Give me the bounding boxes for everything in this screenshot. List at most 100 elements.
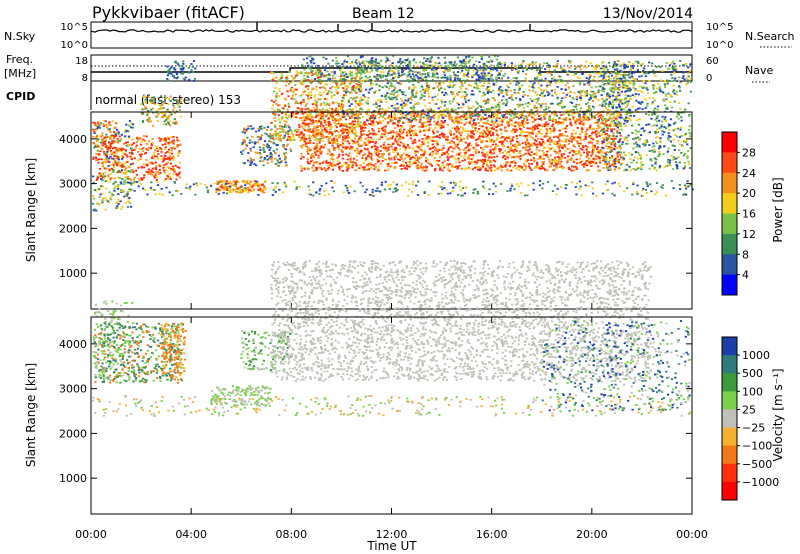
- scatter-cell: [554, 121, 558, 124]
- scatter-cell: [95, 189, 98, 192]
- scatter-cell: [550, 139, 553, 142]
- scatter-cell: [167, 117, 170, 120]
- scatter-cell: [421, 124, 425, 127]
- scatter-cell: [359, 135, 362, 138]
- scatter-cell: [615, 125, 618, 127]
- scatter-cell: [345, 136, 348, 139]
- scatter-cell: [517, 121, 520, 124]
- scatter-cell: [564, 149, 567, 152]
- scatter-cell: [521, 113, 524, 116]
- scatter-cell: [176, 101, 179, 104]
- scatter-cell: [479, 159, 482, 162]
- scatter-cell: [488, 168, 491, 171]
- scatter-cell: [259, 156, 262, 159]
- scatter-cell: [315, 102, 318, 105]
- scatter-cell: [137, 159, 140, 162]
- scatter-cell: [103, 158, 106, 161]
- scatter-cell: [144, 98, 147, 101]
- scatter-cell: [534, 124, 537, 127]
- scatter-cell: [419, 156, 422, 159]
- scatter-cell: [609, 83, 612, 86]
- scatter-cell: [591, 144, 594, 147]
- scatter-cell: [361, 166, 365, 169]
- scatter-cell: [505, 161, 508, 163]
- scatter-cell: [405, 167, 408, 170]
- scatter-cell: [441, 121, 444, 124]
- scatter-cell: [451, 86, 454, 88]
- scatter-cell: [266, 146, 269, 149]
- scatter-cell: [382, 126, 385, 129]
- scatter-cell: [166, 121, 170, 124]
- scatter-cell: [524, 141, 527, 144]
- scatter-cell: [448, 169, 451, 172]
- scatter-cell: [408, 86, 411, 89]
- scatter-cell: [374, 151, 377, 153]
- scatter-cell: [191, 66, 194, 68]
- scatter-cell: [364, 148, 367, 151]
- scatter-cell: [623, 108, 626, 111]
- scatter-cell: [259, 127, 262, 130]
- scatter-cell: [472, 93, 475, 96]
- scatter-cell: [365, 79, 368, 81]
- scatter-cell: [509, 146, 512, 149]
- scatter-cell: [374, 133, 377, 136]
- scatter-cell: [140, 177, 143, 180]
- scatter-cell: [406, 134, 409, 137]
- scatter-cell: [169, 95, 172, 98]
- scatter-cell: [164, 148, 167, 150]
- scatter-cell: [438, 67, 441, 70]
- scatter-cell: [193, 77, 196, 80]
- scatter-cell: [300, 165, 303, 168]
- scatter-cell: [316, 130, 319, 133]
- scatter-cell: [617, 160, 620, 163]
- scatter-cell: [412, 156, 415, 159]
- scatter-cell: [335, 113, 338, 116]
- scatter-cell: [356, 113, 359, 116]
- scatter-cell: [323, 75, 326, 78]
- scatter-cell: [609, 123, 612, 126]
- scatter-cell: [284, 123, 287, 126]
- scatter-cell: [308, 81, 311, 83]
- scatter-cell: [575, 162, 578, 165]
- scatter-cell: [167, 110, 170, 113]
- scatter-cell: [166, 74, 169, 77]
- scatter-cell: [119, 164, 122, 167]
- scatter-cell: [457, 120, 460, 123]
- scatter-cell: [483, 131, 486, 134]
- scatter-cell: [433, 75, 437, 78]
- scatter-cell: [320, 102, 323, 105]
- scatter-cell: [387, 148, 390, 151]
- scatter-cell: [113, 151, 116, 154]
- scatter-cell: [307, 146, 310, 149]
- scatter-cell: [494, 146, 497, 149]
- scatter-cell: [99, 168, 102, 170]
- scatter-cell: [399, 141, 402, 144]
- scatter-cell: [384, 169, 387, 172]
- scatter-cell: [97, 121, 100, 124]
- scatter-cell: [514, 129, 517, 132]
- scatter-cell: [481, 95, 484, 97]
- scatter-cell: [264, 180, 267, 182]
- scatter-cell: [267, 144, 271, 147]
- scatter-cell: [415, 90, 418, 93]
- scatter-cell: [551, 146, 554, 149]
- scatter-cell: [176, 73, 179, 76]
- scatter-cell: [246, 180, 249, 183]
- scatter-cell: [508, 153, 511, 156]
- scatter-cell: [372, 111, 375, 114]
- scatter-cell: [287, 103, 290, 105]
- scatter-cell: [95, 139, 99, 142]
- scatter-cell: [425, 168, 428, 171]
- scatter-cell: [483, 146, 486, 149]
- scatter-cell: [323, 121, 326, 124]
- scatter-cell: [103, 167, 106, 170]
- scatter-cell: [251, 185, 254, 188]
- scatter-cell: [566, 161, 569, 164]
- scatter-cell: [278, 95, 281, 98]
- scatter-cell: [269, 152, 272, 154]
- scatter-cell: [128, 124, 131, 127]
- scatter-cell: [315, 161, 318, 164]
- scatter-cell: [372, 120, 375, 123]
- scatter-cell: [300, 155, 303, 158]
- scatter-cell: [396, 153, 400, 156]
